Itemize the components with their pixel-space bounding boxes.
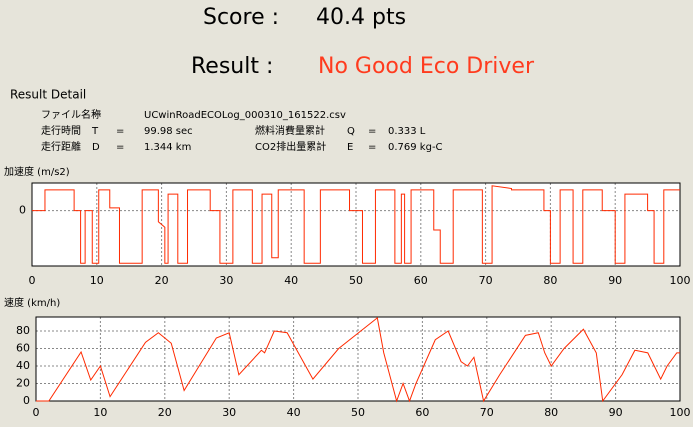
y-tick-label: 60 <box>16 342 30 355</box>
x-tick-label: 0 <box>33 406 40 419</box>
x-tick-label: 80 <box>544 406 558 419</box>
detail-label: CO2排出量累計 <box>255 140 326 153</box>
detail-label: 走行時間 <box>41 124 81 137</box>
score-label: Score : <box>203 5 279 30</box>
x-tick-label: 70 <box>479 274 493 287</box>
detail-symbol: T <box>91 126 99 137</box>
x-tick-label: 80 <box>543 274 557 287</box>
y-tick-label: 40 <box>16 359 30 372</box>
x-tick-label: 10 <box>90 274 104 287</box>
file-sep: ー <box>92 110 102 121</box>
y-tick-label: 0 <box>19 204 26 217</box>
detail-value: 99.98 sec <box>144 126 193 137</box>
x-tick-label: 40 <box>284 274 298 287</box>
x-tick-label: 20 <box>158 406 172 419</box>
detail-value: 0.769 kg-C <box>388 142 443 153</box>
y-tick-label: 80 <box>16 324 30 337</box>
x-tick-label: 100 <box>670 274 691 287</box>
x-tick-label: 30 <box>222 406 236 419</box>
x-tick-label: 40 <box>287 406 301 419</box>
detail-eq: = <box>368 126 376 137</box>
detail-label: 走行距離 <box>41 140 81 153</box>
file-label: ファイル名称 <box>41 108 101 121</box>
x-tick-label: 50 <box>351 406 365 419</box>
x-tick-label: 30 <box>219 274 233 287</box>
result: No Good Eco Driver <box>318 54 535 79</box>
y-tick-label: 20 <box>16 377 30 390</box>
plot-border <box>35 316 681 402</box>
detail-symbol: Q <box>347 126 355 137</box>
x-tick-label: 90 <box>608 274 622 287</box>
x-tick-label: 60 <box>414 274 428 287</box>
y-tick-label: 0 <box>23 394 30 407</box>
detail-value: 1.344 km <box>144 142 191 153</box>
data-line <box>36 316 680 403</box>
x-tick-label: 60 <box>415 406 429 419</box>
result-label: Result : <box>191 54 273 79</box>
data-line <box>32 185 680 264</box>
score: 40.4 pts <box>316 5 406 30</box>
x-tick-label: 90 <box>609 406 623 419</box>
detail-eq: = <box>368 142 376 153</box>
detail-eq: = <box>116 142 124 153</box>
x-tick-label: 0 <box>29 274 36 287</box>
detail-title: Result Detail <box>10 88 86 102</box>
y-axis-label: 加速度 (m/s2) <box>4 165 70 178</box>
detail-symbol: D <box>92 142 100 153</box>
detail-label: 燃料消費量累計 <box>255 124 325 137</box>
detail-eq: = <box>116 126 124 137</box>
plot-border <box>31 182 681 267</box>
x-tick-label: 70 <box>480 406 494 419</box>
detail-symbol: E <box>347 142 353 153</box>
file-value: UCwinRoadECOLog_000310_161522.csv <box>144 110 346 121</box>
x-tick-label: 100 <box>670 406 691 419</box>
x-tick-label: 20 <box>155 274 169 287</box>
y-axis-label: 速度 (km/h) <box>4 296 60 309</box>
x-tick-label: 10 <box>93 406 107 419</box>
x-tick-label: 50 <box>349 274 363 287</box>
detail-value: 0.333 L <box>388 126 426 137</box>
